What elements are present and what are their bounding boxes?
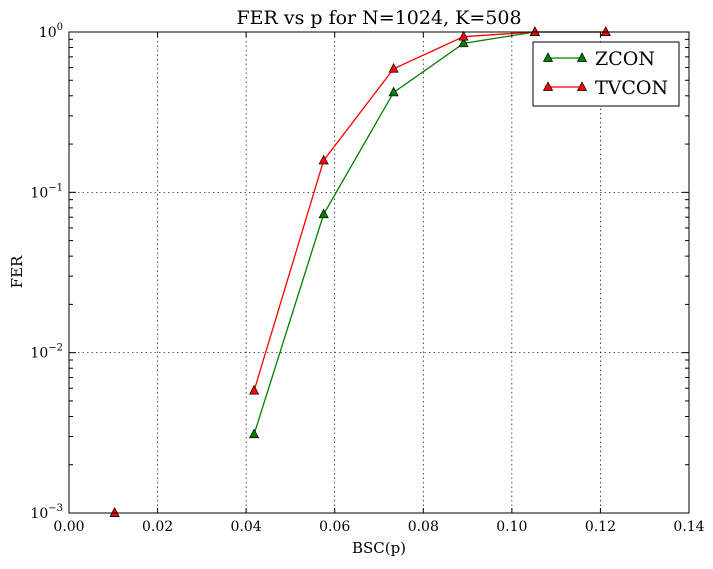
plot-frame (68, 31, 690, 514)
data-point-zcon (458, 37, 469, 48)
data-point-tvcon (600, 26, 611, 36)
legend: ZCON TVCON (532, 41, 680, 107)
chart-title: FER vs p for N=1024, K=508 (236, 7, 521, 29)
data-point-tvcon (529, 26, 540, 36)
x-tick-label: 0.06 (319, 519, 350, 535)
data-point-tvcon (249, 384, 260, 395)
y-axis-label: FER (8, 255, 26, 288)
x-tick-label: 0.02 (142, 519, 173, 535)
data-point-zcon (318, 208, 329, 219)
legend-label-zcon: ZCON (595, 48, 655, 70)
x-tick-label: 0.10 (496, 519, 527, 535)
x-tick-label: 0.00 (53, 519, 84, 535)
x-tick-label: 0.08 (408, 519, 439, 535)
data-point-tvcon (109, 507, 120, 517)
x-axis-label: BSC(p) (352, 539, 406, 557)
data-point-tvcon (318, 154, 329, 165)
x-tick-label: 0.04 (231, 519, 262, 535)
legend-marker-tvcon (542, 81, 554, 91)
x-tick-label: 0.14 (673, 519, 704, 535)
data-point-tvcon (388, 62, 399, 73)
data-point-zcon (388, 86, 399, 97)
legend-marker-zcon (576, 52, 588, 62)
data-point-zcon (249, 428, 260, 439)
axis-ticks: 0.00 0.02 0.04 0.06 0.08 0.10 0.12 0.1410010−11… (30, 22, 704, 535)
data-point-tvcon (458, 30, 469, 41)
legend-box (532, 41, 680, 107)
x-tick-label: 0.12 (585, 519, 616, 535)
legend-marker-tvcon (576, 81, 588, 91)
legend-marker-zcon (542, 52, 554, 62)
legend-label-tvcon: TVCON (595, 77, 668, 99)
grid (69, 32, 689, 513)
